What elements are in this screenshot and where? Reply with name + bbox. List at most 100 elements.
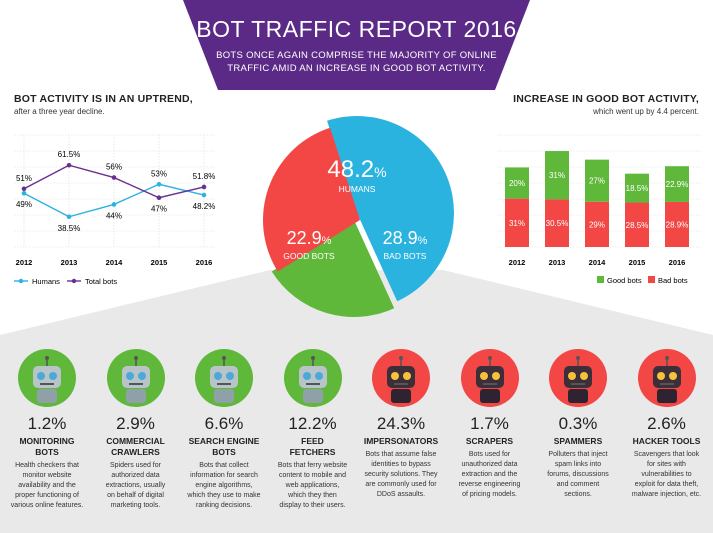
robot-eye [302,372,311,380]
legend-good-bots: Good bots [607,276,642,285]
bar-chart-subtitle: which went up by 4.4 percent. [593,107,699,116]
robot-eye [568,372,576,380]
bot-description-line: information for search [190,472,258,479]
robot-body [125,389,146,403]
bar-good-bots [585,159,609,202]
robot-antenna-tip [487,356,492,360]
report-subtitle-line-2: TRAFFIC AMID AN INCREASE IN GOOD BOT ACT… [227,63,486,74]
bot-description-line: engine algorithms, [195,482,253,489]
pie-slice-name: GOOD BOTS [283,251,335,261]
bar-chart-title: INCREASE IN GOOD BOT ACTIVITY, [513,93,699,105]
robot-head [475,366,504,388]
pie-value-label: 48.2% [327,156,386,183]
spider-bot-icon [106,349,165,407]
robot-eye [226,372,234,380]
data-label: 61.5% [58,150,81,159]
bar-label-good-bots: 22.9% [666,180,689,189]
spammer-bot-icon [549,349,607,407]
bot-card: 1.2% MONITORING BOTS Health checkers that mo… [2,340,92,533]
bot-description-line: content to mobile and [279,472,346,479]
bar-label-good-bots: 31% [549,171,565,180]
robot-body [302,389,323,403]
bot-description-line: Polluters that inject [548,451,608,458]
robot-antenna-tip [222,356,226,360]
robot-head [564,366,592,388]
robot-eye [391,372,399,380]
detective-bot-icon [195,349,253,407]
bot-card: 2.6% HACKER TOOLS Scavengers that look for … [622,340,712,533]
robot-eye [580,372,588,380]
stacked-bar-chart: 31% 20% 2012 30.5% 31% 2013 29% 27% 2014 28.5% 18.… [498,134,702,285]
robot-mouth [128,383,143,385]
bot-type-name: COMMERCIAL [106,436,165,446]
robot-mouth [40,383,54,385]
robot-eye [214,372,222,380]
bot-description-line: which they use to make [187,492,261,499]
robot-antenna-tip [664,356,669,360]
bot-description-line: security solutions. They [364,471,438,478]
bot-description-line: vulnerabilities to [641,471,692,478]
traffic-pie-chart: 48.2%HUMANS 22.9% GOOD BOTS 28.9% BAD BOTS [263,116,454,317]
bot-type-name: SPAMMERS [553,436,603,446]
report-title: BOT TRAFFIC REPORT 2016 [196,16,517,42]
bar-label-bad-bots: 30.5% [546,219,569,228]
bot-description-line: DDoS assaults. [376,491,426,498]
bar-label-bad-bots: 29% [589,220,605,229]
bot-card: 1.7% SCRAPERS Bots used for unauthorized da… [445,340,535,533]
bot-description-line: forums, discussions [547,471,609,478]
legend-total-bots-marker [71,278,77,284]
x-tick-label: 2013 [549,258,566,267]
line-chart-subtitle: after a three year decline. [14,107,105,116]
bot-card: 0.3% SPAMMERS Polluters that inject spam li… [533,340,623,533]
header-banner [183,0,530,90]
bot-description-line: sections. [564,491,592,498]
data-label: 47% [151,205,167,214]
bot-share-percent: 0.3% [558,414,598,433]
pie-slice-good-bots [271,220,395,317]
bot-type-name-line-2: CRAWLERS [111,447,160,457]
hacker-bot-icon [637,349,696,407]
impersonator-bot-icon [372,349,430,407]
legend-humans-marker [18,278,24,284]
bot-description-line: Health checkers that [15,462,79,469]
bot-description-line: monitor website [22,472,72,479]
bar-label-good-bots: 18.5% [626,184,649,193]
robot-eye [49,372,57,380]
robot-eye [491,372,500,380]
robot-mouth [571,383,585,385]
legend-good-bots-swatch [597,276,604,283]
bot-description-line: authorized data [111,472,160,479]
robot-body [37,389,57,403]
bot-description-line: Bots that collect [199,462,249,469]
x-tick-label: 2014 [589,258,607,267]
bot-description-line: Bots that assume false [365,451,437,458]
robot-antenna-tip [133,356,138,360]
bot-type-name: SEARCH ENGINE [188,436,260,446]
bot-description-line: and comment [556,481,600,488]
data-point [66,214,72,220]
robot-mouth [217,383,231,385]
robot-eye [668,372,677,380]
data-label: 56% [106,163,122,172]
robot-mouth [305,383,320,385]
scraper-bot-icon [460,349,519,407]
robot-eye [314,372,323,380]
bot-description-line: Scavengers that look [633,451,700,458]
bot-share-percent: 1.2% [27,414,67,433]
bot-description-line: identities to bypass [371,461,431,468]
bar-bad-bots [545,199,569,247]
bar-good-bots [665,166,689,202]
bot-card: 24.3% IMPERSONATORS Bots that assume false… [356,340,446,533]
data-label: 51.8% [193,172,216,181]
bot-description-line: Bots that ferry website [277,462,348,469]
bot-description-line: for sites with [647,461,686,468]
bot-description-line: extraction and the [461,471,518,478]
bot-share-percent: 6.6% [204,414,244,433]
pie-slice-name: HUMANS [339,184,376,194]
line-chart: 2012 2013 2014 2015 2016 49% 38.5% 44% 53% 48.2% 5… [14,134,216,286]
robot-eye [656,372,665,380]
robot-eye [37,372,45,380]
robot-eye [137,372,146,380]
bot-type-name: SCRAPERS [465,436,514,446]
robot-head [652,366,681,388]
